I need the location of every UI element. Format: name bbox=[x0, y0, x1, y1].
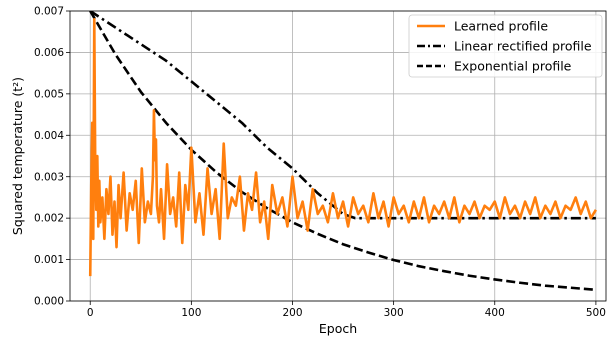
x-tick-label: 300 bbox=[384, 307, 404, 319]
y-tick-label: 0.006 bbox=[34, 47, 64, 59]
y-tick-label: 0.002 bbox=[34, 213, 64, 225]
series-group bbox=[88, 11, 597, 292]
series-line-2 bbox=[89, 11, 596, 292]
legend-label-2: Exponential profile bbox=[454, 59, 572, 74]
y-tick-label: 0.003 bbox=[34, 171, 64, 183]
plot-frame bbox=[69, 10, 607, 302]
y-tick-label: 0.005 bbox=[34, 88, 64, 100]
x-axis-label: Epoch bbox=[319, 321, 357, 336]
x-tick-label: 0 bbox=[87, 307, 94, 319]
x-tick-label: 200 bbox=[282, 307, 302, 319]
legend-items: Learned profile Linear rectified profile E… bbox=[417, 19, 592, 74]
y-axis-label: Squared temperature (t²) bbox=[10, 77, 25, 235]
legend-box bbox=[408, 14, 603, 78]
y-tick-label: 0.004 bbox=[34, 130, 64, 142]
x-tick-label: 400 bbox=[485, 307, 505, 319]
y-tick-label: 0.000 bbox=[34, 296, 64, 308]
y-tick-label: 0.007 bbox=[34, 6, 64, 18]
y-tick-label: 0.001 bbox=[34, 254, 64, 266]
legend-label-1: Linear rectified profile bbox=[454, 39, 592, 54]
legend: Learned profile Linear rectified profile E… bbox=[408, 14, 603, 78]
axis-ticks: 0 100 200 300 400 500 0.000 0.001 0.002 0.003 0.00… bbox=[34, 6, 606, 319]
legend-label-0: Learned profile bbox=[454, 19, 548, 34]
x-tick-label: 500 bbox=[586, 307, 606, 319]
series-line-0 bbox=[88, 17, 597, 277]
x-tick-label: 100 bbox=[181, 307, 201, 319]
